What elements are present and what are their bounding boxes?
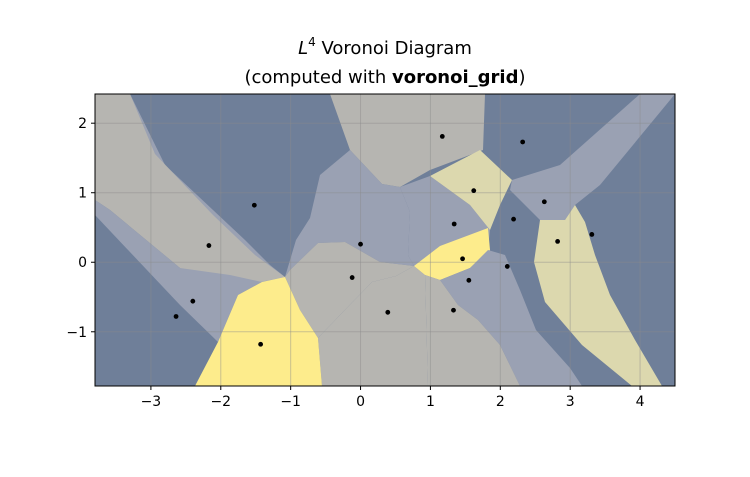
title-line2-bold: voronoi_grid: [392, 67, 519, 88]
voronoi-site-point: [206, 243, 212, 248]
plot-area: [95, 94, 675, 386]
chart-title-line1: L4 Voronoi Diagram: [298, 35, 472, 59]
plot-frame: [94, 93, 676, 387]
y-tick-label: 1: [78, 186, 87, 202]
voronoi-site-point: [173, 314, 179, 319]
chart-title-line2: (computed with voronoi_grid): [244, 67, 525, 88]
voronoi-site-point: [385, 309, 391, 315]
x-tick-label: 1: [426, 394, 435, 410]
voronoi-site-point: [349, 275, 355, 280]
title-line2-prefix: (computed with: [244, 67, 392, 88]
voronoi-site-point: [555, 238, 561, 244]
voronoi-site-point: [504, 264, 510, 269]
voronoi-site-point: [251, 202, 257, 208]
title-exponent: 4: [308, 35, 316, 49]
x-tick-label: 0: [356, 394, 365, 410]
x-tick-label: −3: [141, 394, 162, 410]
region-gray-southeast: [425, 275, 520, 386]
voronoi-site-point: [258, 341, 264, 347]
voronoi-site-point: [520, 139, 526, 145]
region-mid-east: [440, 250, 582, 386]
x-tick-label: 3: [566, 394, 575, 410]
voronoi-site-point: [460, 256, 465, 262]
voronoi-site-point: [511, 216, 516, 222]
voronoi-site-point: [358, 241, 363, 247]
title-symbol: L: [298, 38, 308, 59]
data-points: [173, 134, 595, 347]
voronoi-site-point: [471, 188, 477, 194]
region-gray-top: [330, 94, 485, 187]
voronoi-site-point: [451, 307, 456, 313]
region-gray-center: [285, 242, 414, 338]
region-gray-northwest: [95, 94, 285, 290]
voronoi-site-point: [589, 232, 595, 237]
y-tick-label: 0: [78, 255, 87, 271]
region-yellow-south: [195, 277, 322, 386]
x-tick-label: 2: [496, 394, 505, 410]
y-axis: −1 0 1 2: [66, 116, 95, 341]
x-tick-label: −1: [280, 394, 301, 410]
region-mid-center: [285, 150, 414, 277]
voronoi-site-point: [439, 134, 445, 139]
x-axis: −3 −2 −1 0 1 2 3 4: [141, 386, 645, 410]
voronoi-site-point: [466, 277, 472, 283]
y-tick-label: −1: [66, 325, 87, 341]
voronoi-site-point: [541, 199, 547, 205]
voronoi-site-point: [190, 298, 196, 304]
x-tick-label: 4: [636, 394, 645, 410]
region-khaki-east: [534, 205, 662, 386]
region-mid-northeast: [510, 94, 675, 220]
region-gray-southcenter: [318, 266, 428, 386]
grid-lines: [95, 94, 675, 386]
title-line1-rest: Voronoi Diagram: [316, 38, 472, 59]
title-line2-suffix: ): [518, 67, 525, 88]
y-tick-label: 2: [78, 116, 87, 132]
region-khaki-top: [430, 150, 512, 230]
voronoi-site-point: [451, 221, 457, 227]
x-tick-label: −2: [210, 394, 231, 410]
region-mid-southwest: [95, 200, 262, 342]
